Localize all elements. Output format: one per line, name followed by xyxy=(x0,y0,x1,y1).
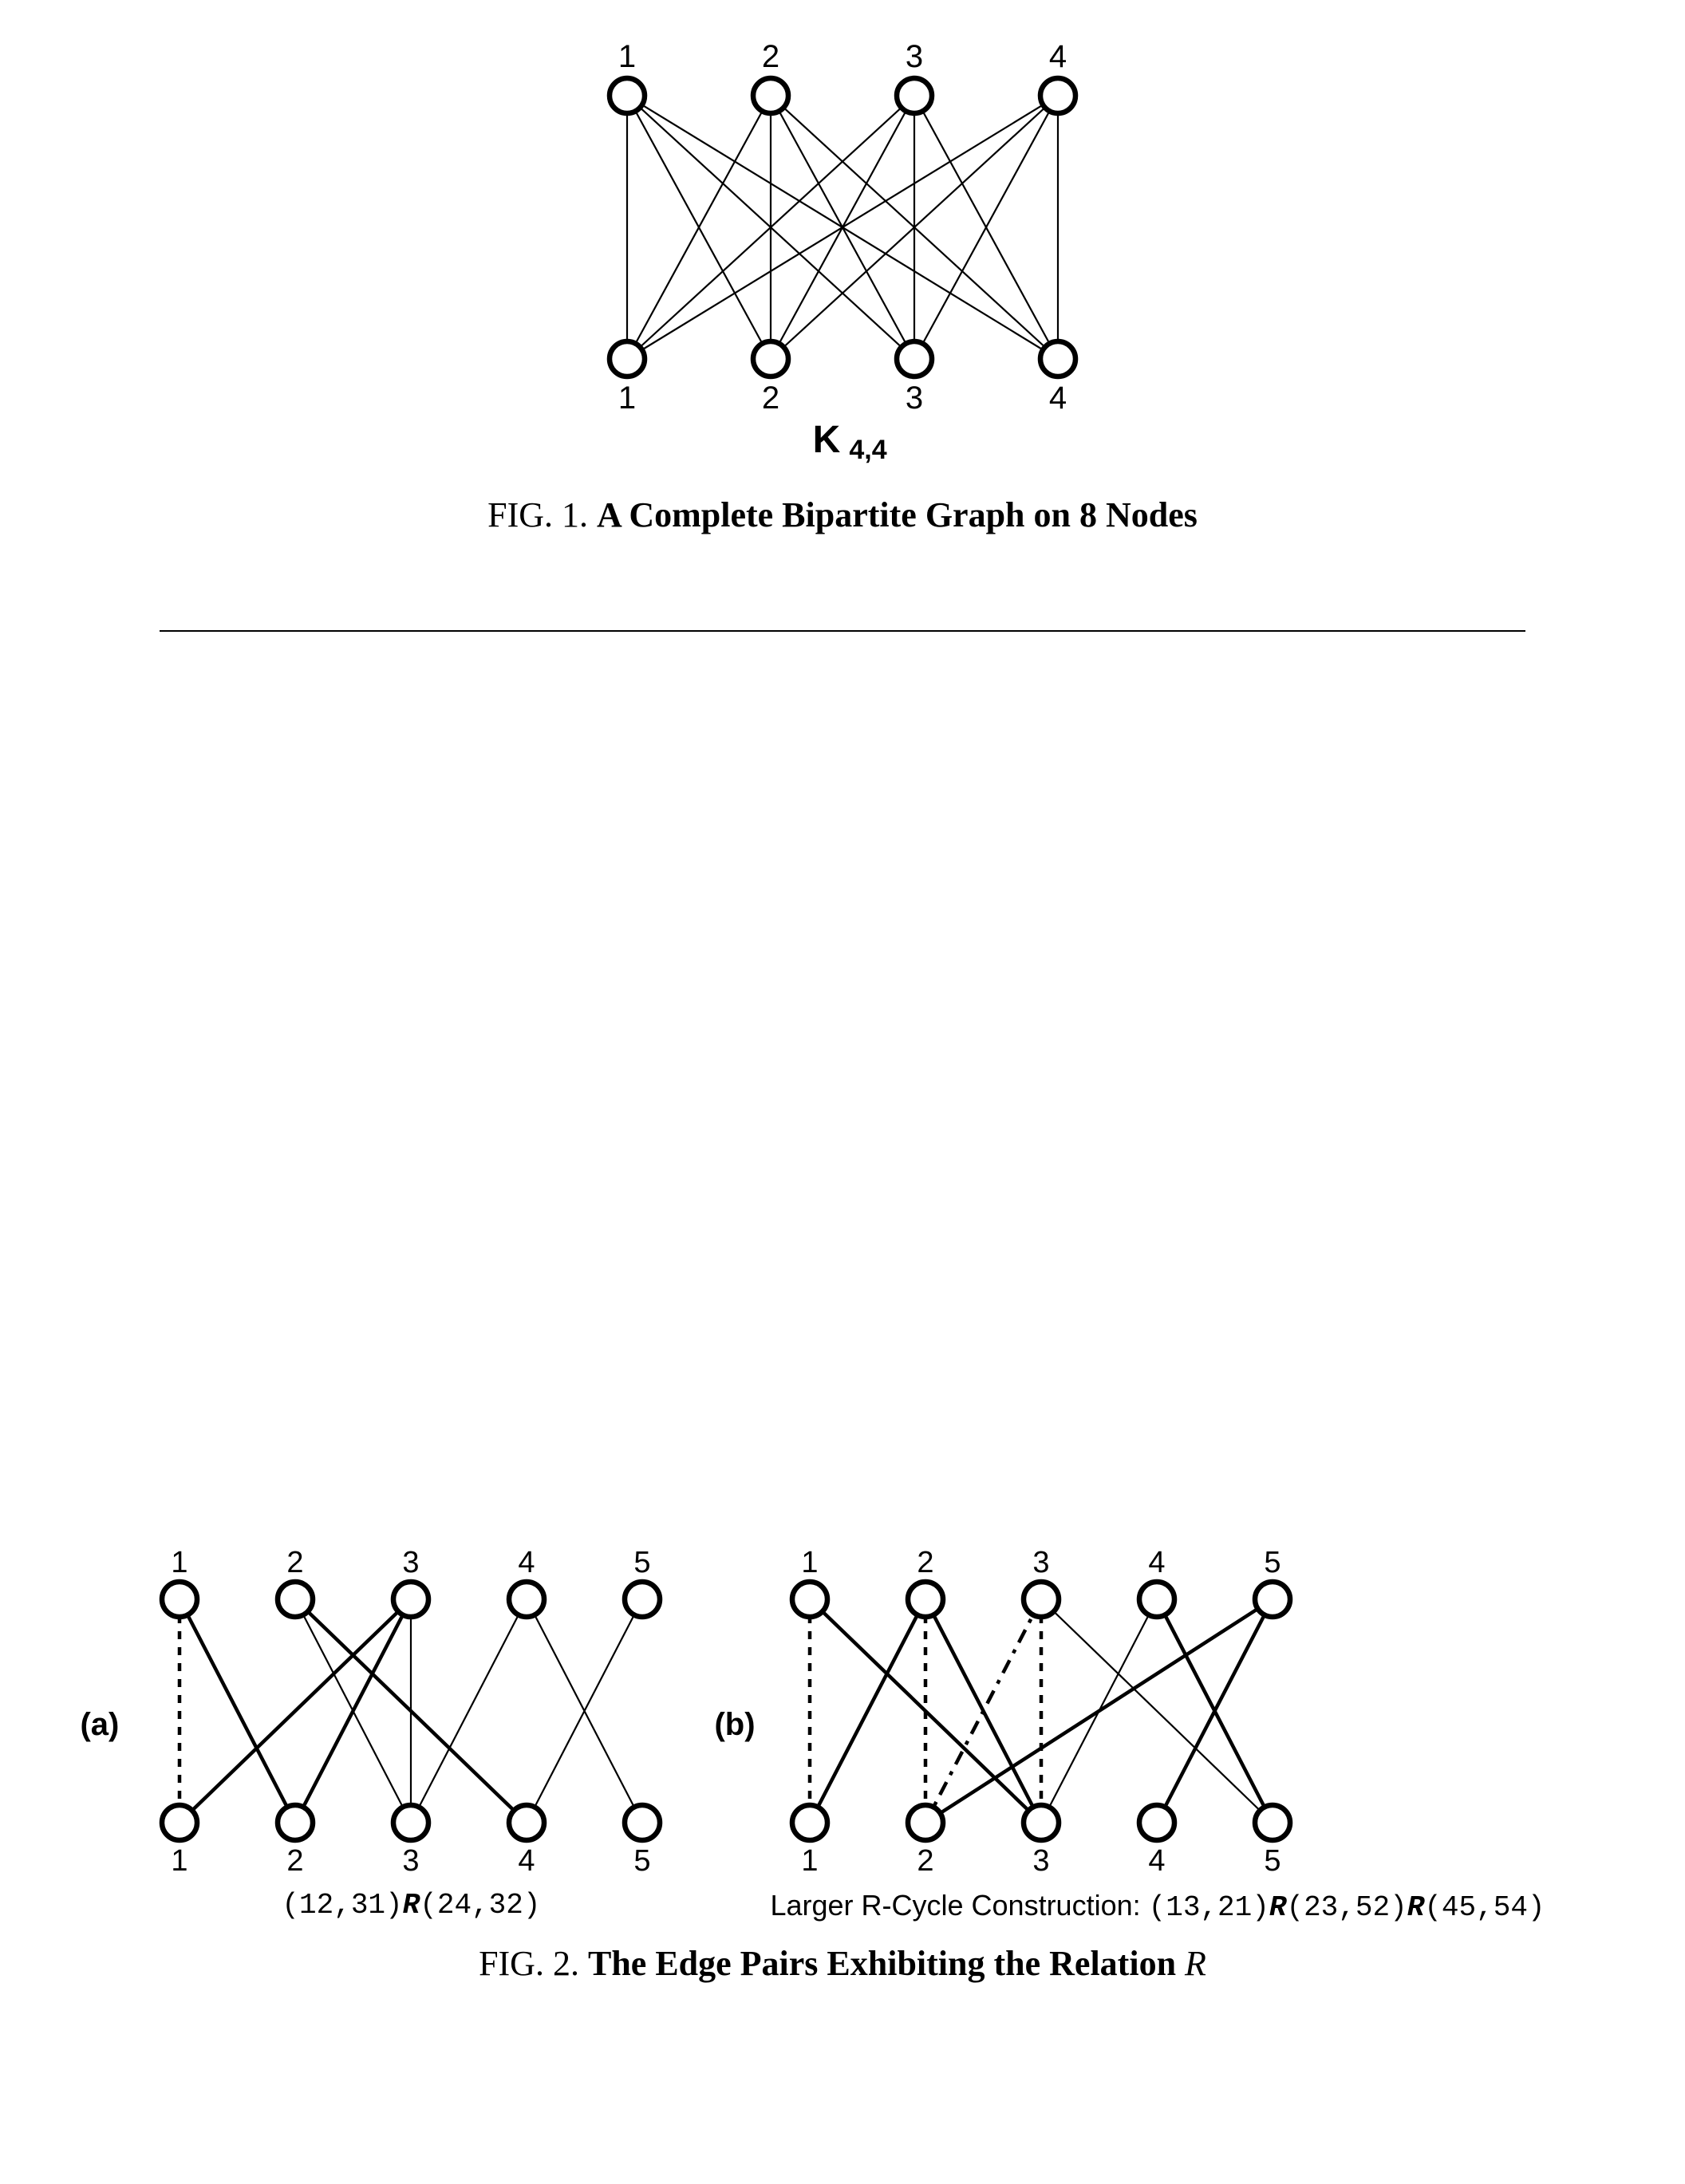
svg-text:2: 2 xyxy=(762,380,779,416)
panel-a-text-R: R xyxy=(403,1889,420,1922)
svg-text:3: 3 xyxy=(1033,1844,1050,1878)
svg-text:2: 2 xyxy=(762,39,779,74)
figure-2: (a) 1234512345 (12,31)R(24,32) (b) 12345… xyxy=(0,1543,1685,1984)
svg-text:5: 5 xyxy=(634,1546,651,1579)
figure-1-title: A Complete Bipartite Graph on 8 Nodes xyxy=(597,495,1198,534)
svg-text:3: 3 xyxy=(906,380,923,416)
figure-1-caption: FIG. 1. A Complete Bipartite Graph on 8 … xyxy=(0,495,1685,535)
svg-text:3: 3 xyxy=(403,1546,420,1579)
panel-a-label: (a) xyxy=(80,1707,119,1743)
figure-2-panel-a: (a) 1234512345 (12,31)R(24,32) xyxy=(140,1543,682,1922)
figure-1: 1 2 3 4 1 2 3 4 K 4,4 FIG. 1. A Complete Bipartit… xyxy=(0,32,1685,535)
svg-text:4: 4 xyxy=(519,1546,535,1579)
figure-2-title-R: R xyxy=(1185,1944,1206,1983)
panel-a-text-post: (24,32) xyxy=(420,1889,540,1922)
figure-1-number: FIG. 1. xyxy=(487,495,588,534)
panel-a-relation-text: (12,31)R(24,32) xyxy=(140,1889,682,1922)
svg-text:4: 4 xyxy=(519,1844,535,1878)
figure-2-title-pre: The Edge Pairs Exhibiting the Relation xyxy=(588,1944,1185,1983)
horizontal-rule xyxy=(160,630,1525,632)
svg-text:5: 5 xyxy=(1265,1546,1281,1579)
svg-text:1: 1 xyxy=(618,380,636,416)
figure-2-number: FIG. 2. xyxy=(479,1944,579,1983)
svg-text:1: 1 xyxy=(802,1546,819,1579)
page: 1 2 3 4 1 2 3 4 K 4,4 FIG. 1. A Complete Bipartit… xyxy=(0,0,1685,2184)
svg-text:2: 2 xyxy=(917,1844,934,1878)
svg-text:2: 2 xyxy=(287,1546,304,1579)
bipartite-graph-svg: 1 2 3 4 1 2 3 4 K 4,4 xyxy=(515,32,1170,479)
panel-b-text-2: (23,52) xyxy=(1286,1891,1407,1924)
panel-b-svg: 1 2 3 4 5 1 2 3 4 5 xyxy=(770,1543,1328,1878)
panel-a-svg: 1 2 3 4 5 1 2 3 4 5 xyxy=(140,1543,682,1878)
panel-b-text-3: (45,54) xyxy=(1424,1891,1545,1924)
svg-text:4: 4 xyxy=(1049,380,1067,416)
svg-text:2: 2 xyxy=(287,1844,304,1878)
svg-text:5: 5 xyxy=(1265,1844,1281,1878)
panel-b-text-R1: R xyxy=(1269,1891,1287,1924)
panel-b-text-label: Larger R-Cycle Construction: xyxy=(770,1889,1148,1922)
figure-2-panels: (a) 1234512345 (12,31)R(24,32) (b) 12345… xyxy=(0,1543,1685,1924)
svg-text:1: 1 xyxy=(172,1546,188,1579)
svg-text:2: 2 xyxy=(917,1546,934,1579)
panel-b-label: (b) xyxy=(714,1707,755,1743)
figure-2-panel-b: (b) 1234512345 Larger R-Cycle Constructi… xyxy=(770,1543,1545,1924)
svg-text:4: 4 xyxy=(1149,1546,1166,1579)
panel-b-text-1: (13,21) xyxy=(1149,1891,1269,1924)
svg-text:1: 1 xyxy=(618,39,636,74)
svg-text:K: K xyxy=(813,419,841,461)
svg-text:4: 4 xyxy=(1149,1844,1166,1878)
svg-text:5: 5 xyxy=(634,1844,651,1878)
svg-text:1: 1 xyxy=(172,1844,188,1878)
svg-text:3: 3 xyxy=(906,39,923,74)
svg-text:1: 1 xyxy=(802,1844,819,1878)
svg-text:3: 3 xyxy=(1033,1546,1050,1579)
figure-2-caption: FIG. 2. The Edge Pairs Exhibiting the Re… xyxy=(0,1943,1685,1984)
svg-text:4,4: 4,4 xyxy=(849,435,886,465)
svg-text:3: 3 xyxy=(403,1844,420,1878)
panel-a-text-pre: (12,31) xyxy=(282,1889,402,1922)
svg-text:4: 4 xyxy=(1049,39,1067,74)
panel-b-text-R2: R xyxy=(1407,1891,1425,1924)
panel-b-relation-text: Larger R-Cycle Construction: (13,21)R(23… xyxy=(770,1889,1545,1924)
